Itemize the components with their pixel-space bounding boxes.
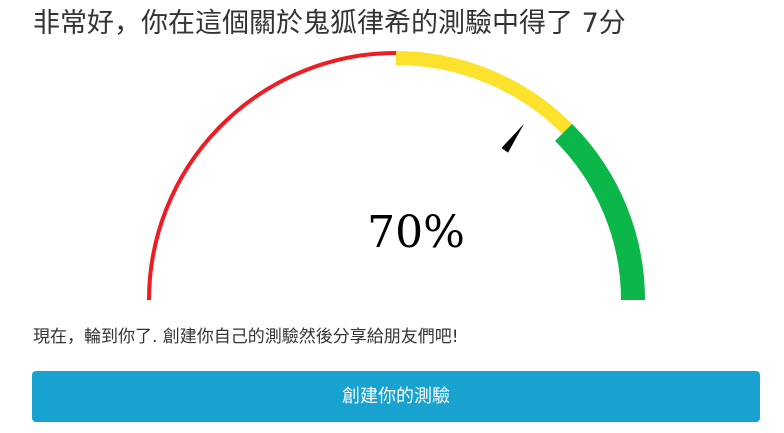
gauge-segment-green	[555, 123, 645, 301]
gauge-segment-yellow	[395, 51, 573, 134]
share-message: 現在，輪到你了. 創建你自己的測驗然後分享給朋友們吧!	[33, 327, 459, 347]
score-gauge: 70%	[147, 51, 645, 301]
score-percentage: 70%	[367, 207, 465, 258]
gauge-segment-red	[147, 51, 397, 301]
create-quiz-button[interactable]: 創建你的測驗	[32, 371, 760, 422]
gauge-needle	[501, 123, 525, 153]
gauge-arcs	[147, 51, 645, 301]
result-title: 非常好，你在這個關於鬼狐律希的測驗中得了 7分	[33, 8, 626, 39]
